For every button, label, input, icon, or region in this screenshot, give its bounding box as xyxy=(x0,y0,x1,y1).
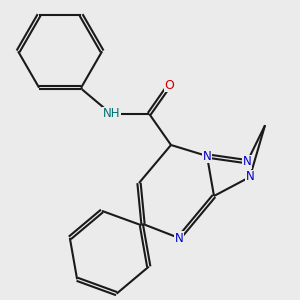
Text: N: N xyxy=(245,170,254,184)
Text: N: N xyxy=(202,149,211,163)
Text: NH: NH xyxy=(103,107,120,120)
Text: O: O xyxy=(164,79,174,92)
Text: N: N xyxy=(175,232,183,244)
Text: N: N xyxy=(243,155,252,168)
